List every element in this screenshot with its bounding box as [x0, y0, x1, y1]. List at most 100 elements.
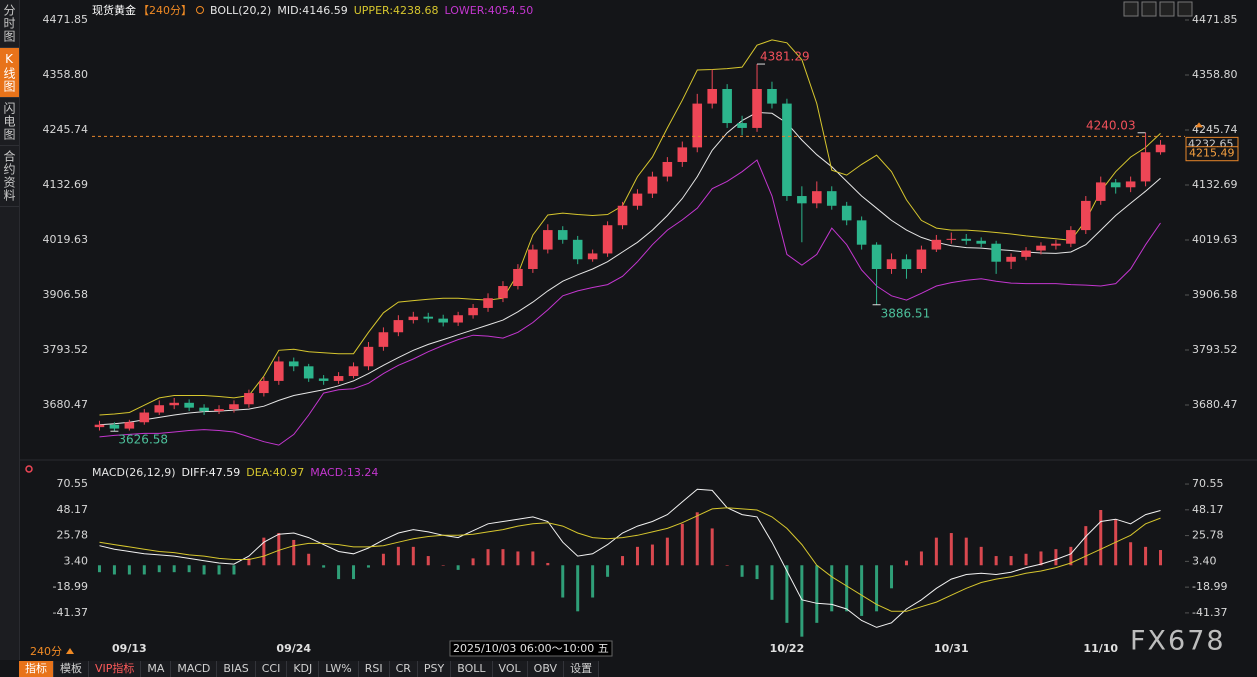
candle-body [528, 249, 538, 270]
macd-bar [934, 537, 938, 566]
macd-bar [381, 553, 385, 566]
candle-body [797, 196, 807, 204]
candle-body [991, 243, 1001, 262]
candle-body [886, 259, 897, 270]
cursor-box [449, 640, 613, 657]
x-tick-label: 09/24 [276, 642, 311, 655]
zoom-in-button[interactable] [1123, 1, 1139, 17]
y-tick-label: 70.55 [57, 477, 89, 490]
y-tick-label: 3680.47 [43, 398, 89, 411]
sidebar-tab[interactable]: 分时图 [0, 0, 19, 48]
macd-bar [1144, 546, 1148, 566]
macd-bar [142, 565, 146, 575]
y-tick-label-right: -18.99 [1192, 580, 1227, 593]
toolbar-item[interactable]: 设置 [564, 661, 600, 677]
y-tick-label-right: 48.17 [1192, 503, 1224, 516]
candle-body [169, 402, 179, 406]
candle-body [782, 103, 792, 197]
macd-bar [471, 558, 475, 566]
candle-body [543, 230, 553, 250]
candle-body [961, 238, 972, 241]
macd-line [99, 488, 1161, 628]
toolbar-item[interactable]: 模板 [54, 661, 89, 677]
macd-bar [546, 562, 550, 566]
macd-bar [1024, 553, 1028, 566]
candle-body [288, 361, 299, 367]
macd-bar [187, 565, 191, 573]
macd-bar [1069, 546, 1073, 566]
macd-bar [486, 549, 490, 566]
toolbar-item[interactable]: MA [141, 661, 172, 677]
indicator-toggle[interactable] [25, 465, 33, 473]
y-tick-label-right: 4245.74 [1192, 123, 1238, 136]
toolbar-item[interactable]: OBV [528, 661, 565, 677]
last-price-box [1185, 146, 1239, 162]
candle-body [259, 380, 269, 394]
macd-bar [456, 565, 460, 570]
x-tick-label: 10/22 [770, 642, 805, 655]
candle-body [94, 424, 105, 428]
candle-body [841, 205, 852, 221]
zoom-out-button[interactable] [1141, 1, 1157, 17]
y-tick-label-right: 4358.80 [1192, 68, 1238, 81]
candle-body [557, 230, 568, 240]
macd-bar [949, 533, 953, 566]
toolbar-item[interactable]: VOL [493, 661, 528, 677]
toolbar-item[interactable]: BIAS [217, 661, 256, 677]
macd-bar [396, 546, 400, 566]
candle-body [931, 239, 942, 250]
period-selector-label[interactable]: 240分 [30, 645, 62, 658]
y-tick-label-right: -41.37 [1192, 606, 1227, 619]
macd-bar [621, 556, 625, 566]
y-tick-label: 4471.85 [43, 13, 89, 26]
toolbar-item[interactable]: KDJ [287, 661, 320, 677]
candle-body [1051, 243, 1061, 246]
toolbar-item[interactable]: CCI [256, 661, 288, 677]
macd-bar [501, 549, 505, 566]
y-tick-label: -18.99 [53, 580, 88, 593]
toolbar-item[interactable]: PSY [418, 661, 452, 677]
boll-line [99, 159, 1161, 446]
toolbar-item[interactable]: MACD [171, 661, 218, 677]
y-tick-label: 4245.74 [43, 123, 89, 136]
macd-bar [725, 565, 729, 566]
candle-body [572, 239, 583, 260]
y-tick-label: 4132.69 [43, 178, 89, 191]
candle-body [139, 412, 150, 423]
candle-body [722, 89, 732, 124]
macd-bar [904, 560, 908, 566]
candle-body [318, 378, 329, 381]
watermark: FX678 [1130, 626, 1226, 657]
toolbar-item[interactable]: VIP指标 [89, 661, 142, 677]
toolbar: 指标 模板 VIP指标 MA MACD BIAS CCI KDJ LW% RSI CR PSY BOLL… [19, 661, 600, 677]
candle-body [826, 191, 837, 206]
instrument-title: 现货黄金 [92, 4, 136, 17]
period-selector[interactable]: 240分 [30, 643, 74, 659]
macd-bar [1009, 556, 1013, 566]
candle-body [124, 422, 135, 429]
y-tick-label-right: 70.55 [1192, 477, 1224, 490]
macd-bar [531, 551, 535, 566]
toolbar-item[interactable]: BOLL [451, 661, 493, 677]
macd-bar [890, 565, 894, 589]
period-arrow[interactable] [66, 648, 74, 654]
y-tick-label: 3.40 [64, 554, 89, 567]
fit-button[interactable] [1159, 1, 1175, 17]
macd-bar [561, 565, 565, 598]
fullscreen-button[interactable] [1177, 1, 1193, 17]
macd-bar [426, 556, 430, 566]
y-tick-label-right: 4471.85 [1192, 13, 1238, 26]
toolbar-item[interactable]: RSI [359, 661, 390, 677]
toolbar-item[interactable]: 指标 [19, 661, 54, 677]
add-icon[interactable] [196, 6, 204, 14]
y-tick-label: 3793.52 [43, 343, 89, 356]
y-tick-label-right: 4019.63 [1192, 233, 1238, 246]
toolbar-item[interactable]: CR [390, 661, 418, 677]
sidebar-tab[interactable]: 闪电图 [0, 98, 19, 146]
y-tick-label: 48.17 [57, 503, 89, 516]
candle-body [602, 225, 613, 254]
candle-body [662, 161, 673, 177]
toolbar-item[interactable]: LW% [319, 661, 359, 677]
sidebar-tab[interactable]: K线图 [0, 48, 19, 98]
sidebar-tab[interactable]: 合约资料 [0, 146, 19, 207]
